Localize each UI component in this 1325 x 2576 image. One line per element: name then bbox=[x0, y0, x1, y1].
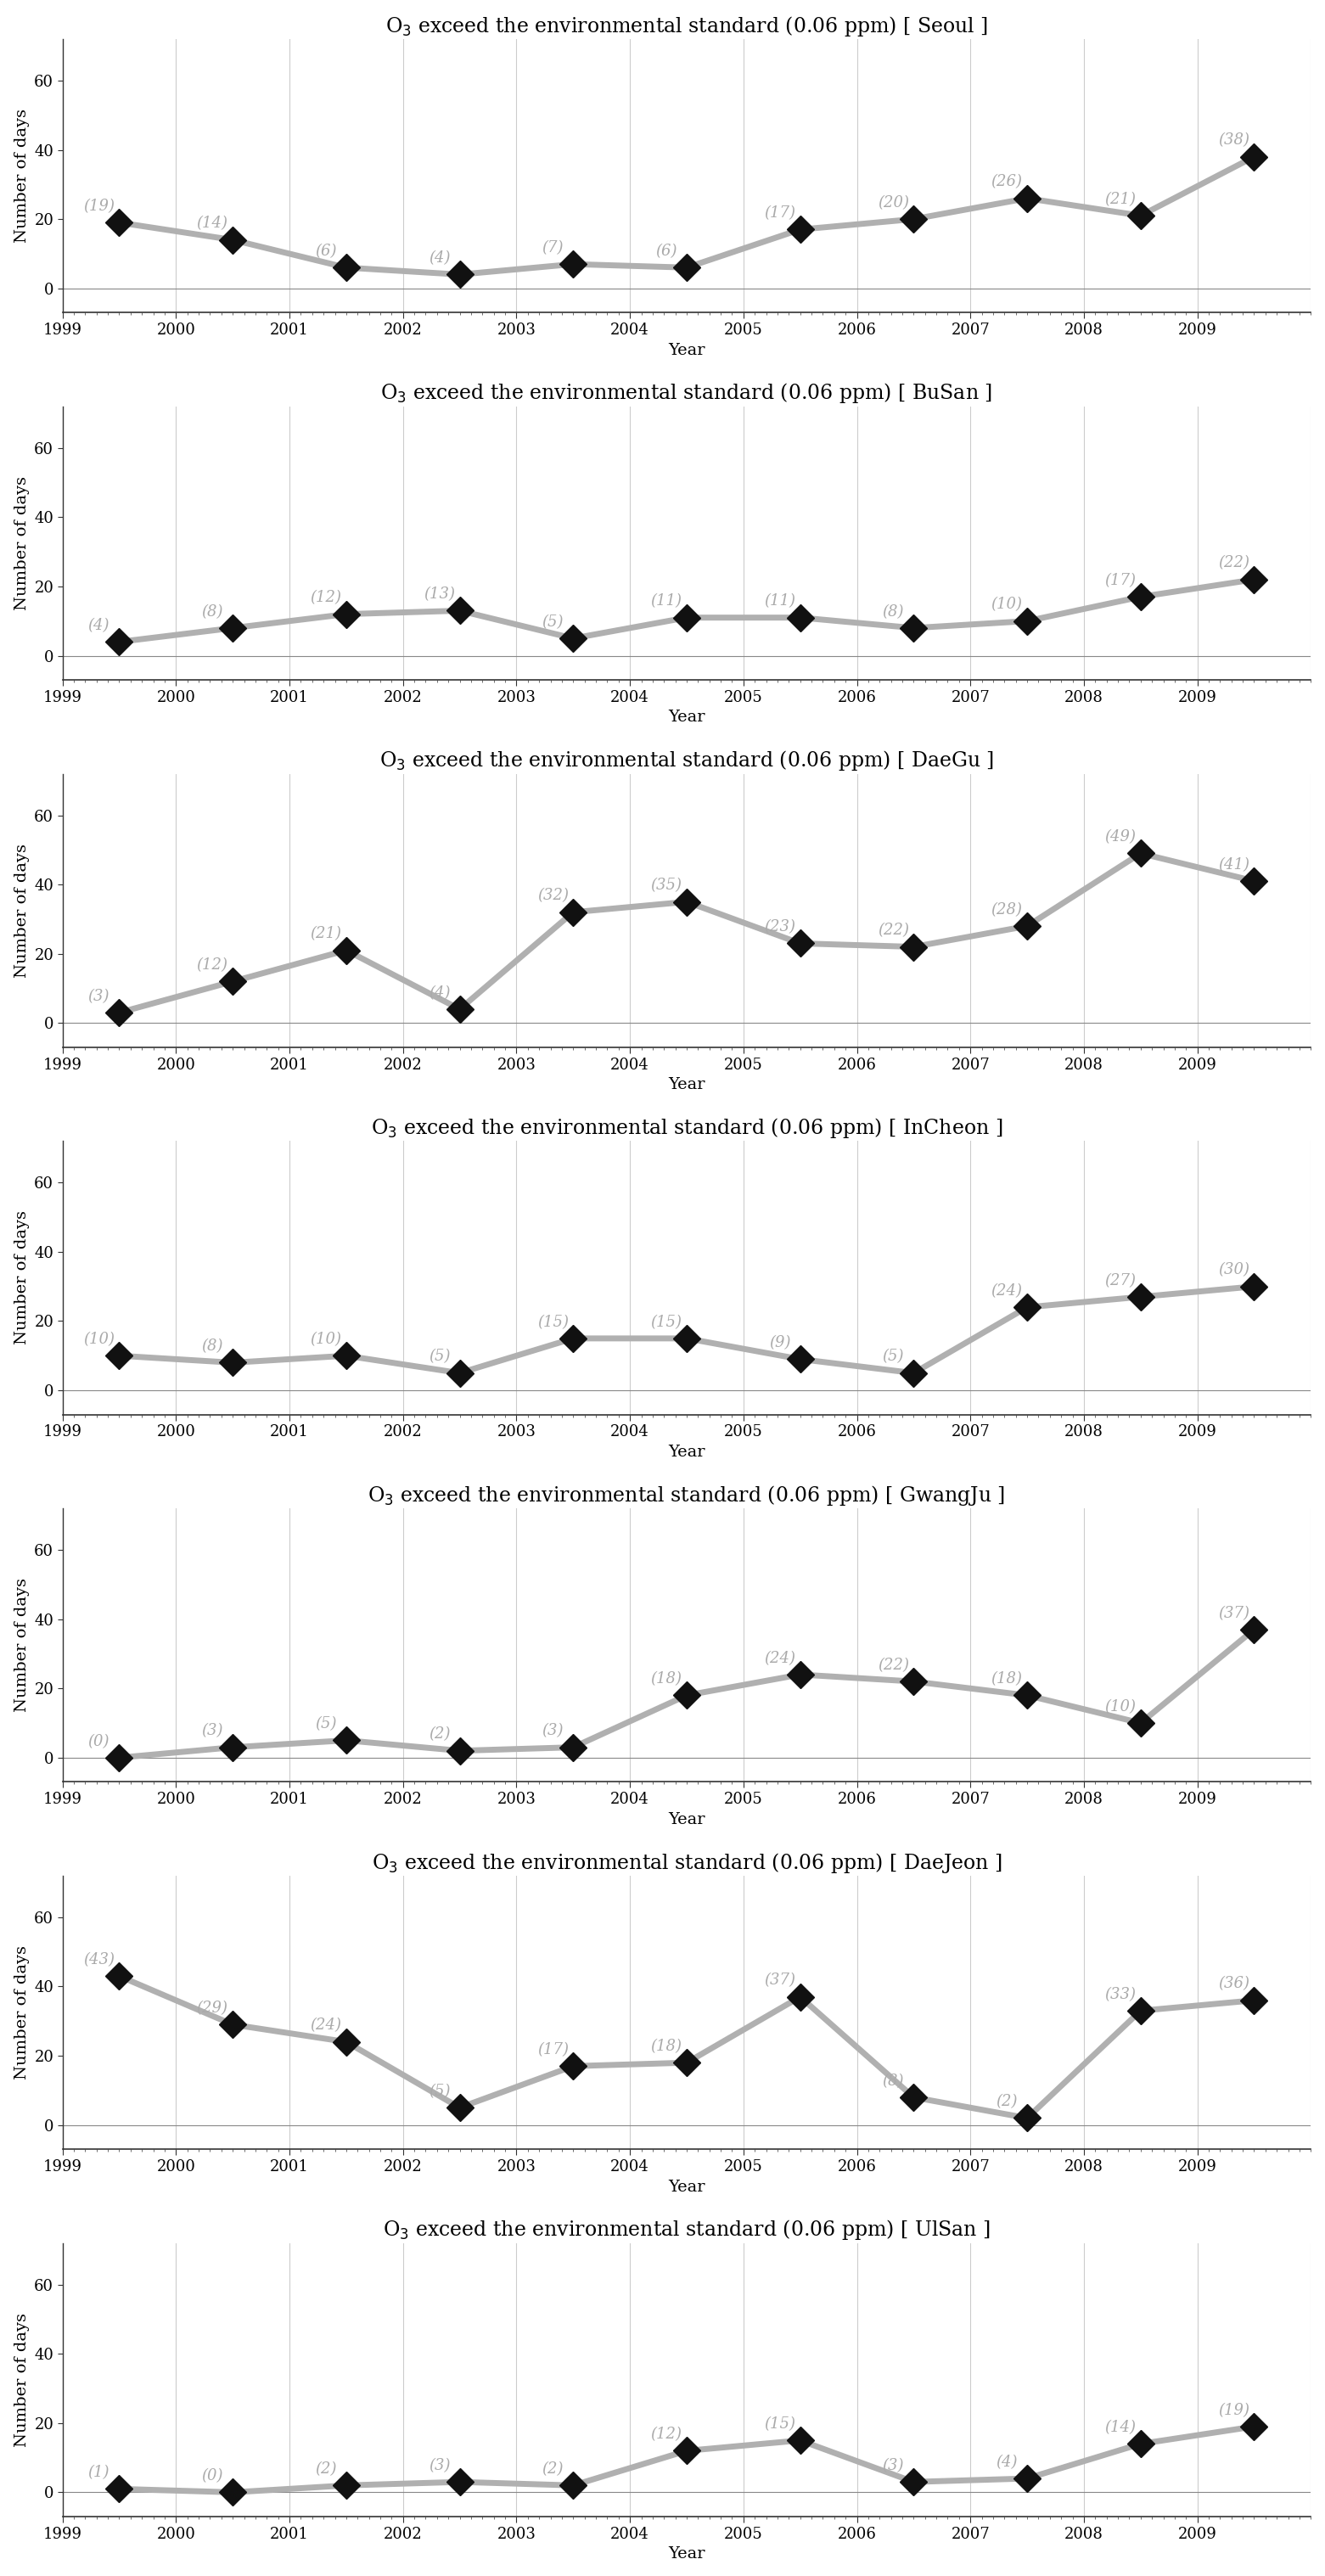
Title: O$_3$ exceed the environmental standard (0.06 ppm) [ GwangJu ]: O$_3$ exceed the environmental standard … bbox=[368, 1484, 1006, 1507]
Text: (15): (15) bbox=[765, 2416, 795, 2432]
Text: (12): (12) bbox=[651, 2427, 682, 2442]
Title: O$_3$ exceed the environmental standard (0.06 ppm) [ BuSan ]: O$_3$ exceed the environmental standard … bbox=[380, 381, 992, 404]
Y-axis label: Number of days: Number of days bbox=[15, 842, 29, 976]
Title: O$_3$ exceed the environmental standard (0.06 ppm) [ InCheon ]: O$_3$ exceed the environmental standard … bbox=[371, 1115, 1003, 1141]
Y-axis label: Number of days: Number of days bbox=[15, 1579, 29, 1713]
Text: (21): (21) bbox=[310, 927, 342, 943]
Text: (43): (43) bbox=[83, 1953, 114, 1968]
Text: (20): (20) bbox=[877, 196, 909, 211]
Text: (4): (4) bbox=[428, 250, 450, 265]
X-axis label: Year: Year bbox=[668, 343, 705, 358]
Text: (14): (14) bbox=[196, 216, 228, 232]
Text: (12): (12) bbox=[196, 958, 228, 974]
Text: (5): (5) bbox=[882, 1350, 904, 1365]
Text: (8): (8) bbox=[882, 603, 904, 618]
Y-axis label: Number of days: Number of days bbox=[15, 477, 29, 611]
Text: (23): (23) bbox=[765, 920, 795, 935]
Text: (3): (3) bbox=[201, 1723, 223, 1739]
Text: (2): (2) bbox=[542, 2463, 563, 2476]
X-axis label: Year: Year bbox=[668, 711, 705, 726]
Text: (0): (0) bbox=[87, 1734, 110, 1749]
Text: (26): (26) bbox=[991, 175, 1023, 191]
Text: (5): (5) bbox=[428, 2084, 450, 2099]
Text: (30): (30) bbox=[1218, 1262, 1249, 1278]
X-axis label: Year: Year bbox=[668, 2548, 705, 2563]
Text: (17): (17) bbox=[1105, 572, 1136, 587]
Title: O$_3$ exceed the environmental standard (0.06 ppm) [ UlSan ]: O$_3$ exceed the environmental standard … bbox=[383, 2218, 991, 2241]
Text: (8): (8) bbox=[201, 1340, 223, 1355]
Text: (29): (29) bbox=[196, 2002, 228, 2017]
Text: (18): (18) bbox=[651, 2038, 682, 2053]
Text: (28): (28) bbox=[991, 902, 1023, 917]
Y-axis label: Number of days: Number of days bbox=[15, 108, 29, 242]
Text: (8): (8) bbox=[882, 2074, 904, 2089]
Text: (15): (15) bbox=[537, 1314, 568, 1329]
Text: (10): (10) bbox=[83, 1332, 114, 1347]
X-axis label: Year: Year bbox=[668, 1811, 705, 1826]
Text: (4): (4) bbox=[428, 984, 450, 999]
Text: (21): (21) bbox=[1105, 191, 1136, 206]
Title: O$_3$ exceed the environmental standard (0.06 ppm) [ Seoul ]: O$_3$ exceed the environmental standard … bbox=[386, 13, 988, 39]
Title: O$_3$ exceed the environmental standard (0.06 ppm) [ DaeJeon ]: O$_3$ exceed the environmental standard … bbox=[371, 1850, 1002, 1875]
Text: (14): (14) bbox=[1105, 2419, 1136, 2434]
Text: (5): (5) bbox=[542, 616, 563, 629]
Text: (2): (2) bbox=[315, 2463, 337, 2476]
Text: (18): (18) bbox=[651, 1672, 682, 1687]
Text: (7): (7) bbox=[542, 240, 563, 255]
Text: (3): (3) bbox=[428, 2458, 450, 2473]
Text: (1): (1) bbox=[87, 2465, 110, 2481]
Text: (18): (18) bbox=[991, 1672, 1023, 1687]
Text: (49): (49) bbox=[1105, 829, 1136, 845]
Text: (19): (19) bbox=[83, 198, 114, 214]
Text: (0): (0) bbox=[201, 2468, 223, 2483]
Text: (4): (4) bbox=[87, 618, 110, 634]
X-axis label: Year: Year bbox=[668, 1445, 705, 1461]
Text: (5): (5) bbox=[428, 1350, 450, 1365]
Text: (3): (3) bbox=[882, 2458, 904, 2473]
Text: (19): (19) bbox=[1218, 2403, 1249, 2419]
Text: (22): (22) bbox=[877, 1656, 909, 1672]
Text: (10): (10) bbox=[310, 1332, 342, 1347]
Text: (37): (37) bbox=[765, 1973, 795, 1989]
Title: O$_3$ exceed the environmental standard (0.06 ppm) [ DaeGu ]: O$_3$ exceed the environmental standard … bbox=[379, 750, 994, 773]
Text: (10): (10) bbox=[1105, 1700, 1136, 1716]
Text: (35): (35) bbox=[651, 878, 682, 894]
Text: (38): (38) bbox=[1218, 134, 1249, 149]
Text: (4): (4) bbox=[996, 2455, 1018, 2470]
Text: (24): (24) bbox=[991, 1283, 1023, 1298]
Y-axis label: Number of days: Number of days bbox=[15, 2313, 29, 2447]
Y-axis label: Number of days: Number of days bbox=[15, 1945, 29, 2079]
Text: (11): (11) bbox=[651, 592, 682, 608]
X-axis label: Year: Year bbox=[668, 2179, 705, 2195]
Text: (22): (22) bbox=[877, 922, 909, 938]
Text: (17): (17) bbox=[765, 206, 795, 222]
Text: (2): (2) bbox=[996, 2094, 1018, 2110]
Text: (27): (27) bbox=[1105, 1273, 1136, 1288]
Text: (10): (10) bbox=[991, 598, 1023, 613]
Y-axis label: Number of days: Number of days bbox=[15, 1211, 29, 1345]
Text: (11): (11) bbox=[765, 592, 795, 608]
Text: (12): (12) bbox=[310, 590, 342, 605]
Text: (22): (22) bbox=[1218, 556, 1249, 572]
Text: (2): (2) bbox=[428, 1726, 450, 1741]
Text: (13): (13) bbox=[424, 587, 454, 603]
Text: (24): (24) bbox=[765, 1651, 795, 1667]
Text: (32): (32) bbox=[537, 889, 568, 904]
Text: (15): (15) bbox=[651, 1314, 682, 1329]
Text: (33): (33) bbox=[1105, 1986, 1136, 2002]
Text: (8): (8) bbox=[201, 603, 223, 618]
Text: (41): (41) bbox=[1218, 858, 1249, 873]
Text: (37): (37) bbox=[1218, 1605, 1249, 1620]
Text: (24): (24) bbox=[310, 2017, 342, 2032]
Text: (3): (3) bbox=[542, 1723, 563, 1739]
Text: (36): (36) bbox=[1218, 1976, 1249, 1991]
Text: (17): (17) bbox=[537, 2043, 568, 2058]
Text: (6): (6) bbox=[656, 245, 677, 260]
X-axis label: Year: Year bbox=[668, 1077, 705, 1092]
Text: (6): (6) bbox=[315, 245, 337, 260]
Text: (9): (9) bbox=[768, 1334, 791, 1350]
Text: (5): (5) bbox=[315, 1716, 337, 1731]
Text: (3): (3) bbox=[87, 989, 110, 1005]
